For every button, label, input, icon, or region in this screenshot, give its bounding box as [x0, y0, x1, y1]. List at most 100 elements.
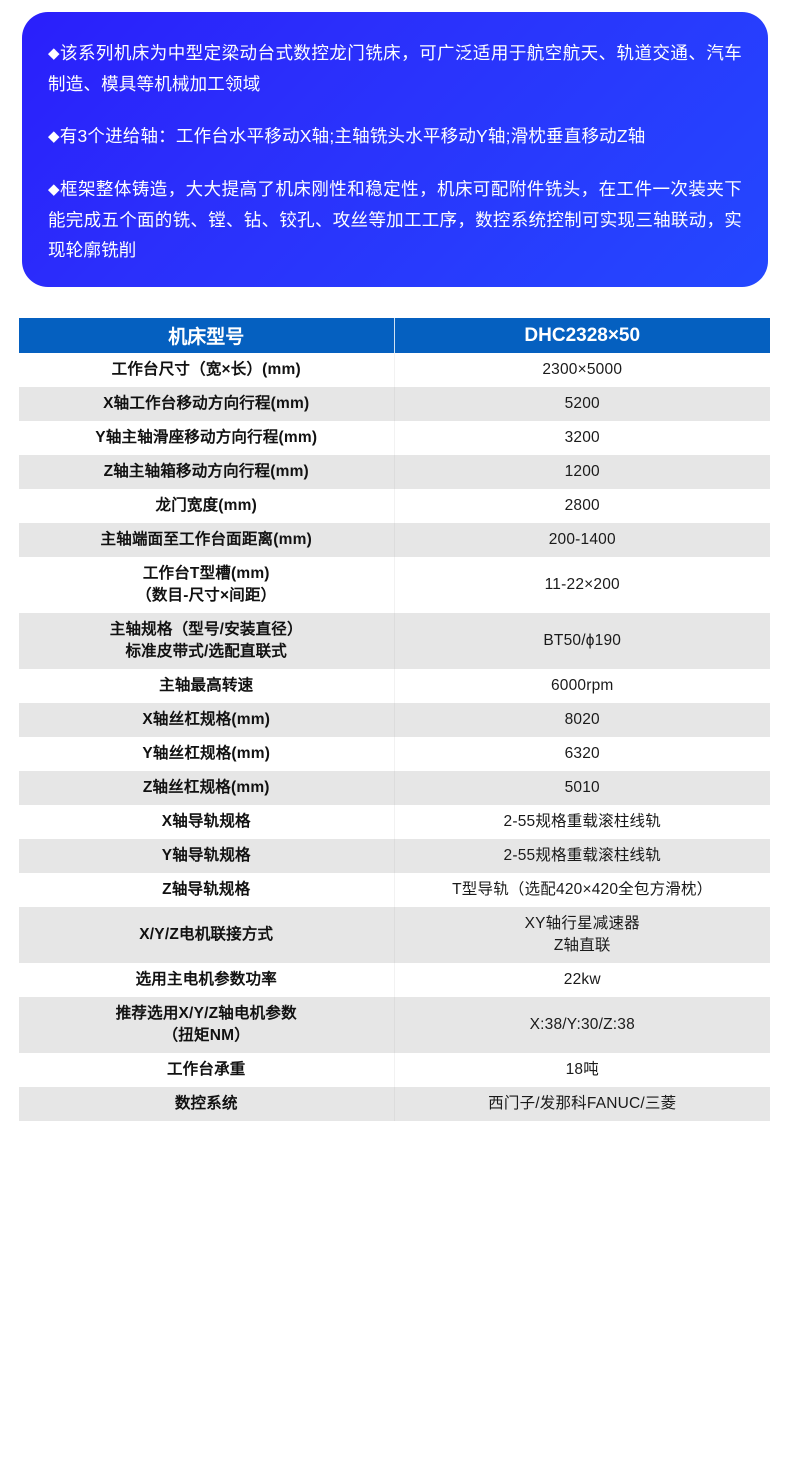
spec-row-value-cell: 西门子/发那科FANUC/三菱	[394, 1087, 770, 1121]
spec-row-label-line: 工作台承重	[166, 1061, 246, 1078]
intro-paragraph: ◆该系列机床为中型定梁动台式数控龙门铣床，可广泛适用于航空航天、轨道交通、汽车制…	[48, 38, 742, 99]
spec-row-value-cell: 8020	[394, 703, 770, 737]
spec-row-value-line: 18吨	[565, 1061, 599, 1078]
spec-table-row: 龙门宽度(mm) 2800	[19, 489, 770, 523]
spec-table-row: 数控系统 西门子/发那科FANUC/三菱	[19, 1087, 770, 1121]
intro-paragraph: ◆有3个进给轴：工作台水平移动X轴;主轴铣头水平移动Y轴;滑枕垂直移动Z轴	[48, 121, 742, 152]
spec-row-value-cell: 6000rpm	[394, 669, 770, 703]
spec-row-label-line: 推荐选用X/Y/Z轴电机参数	[115, 1005, 297, 1022]
spec-row-label-line: Y轴主轴滑座移动方向行程(mm)	[95, 429, 318, 446]
spec-row-label-cell: Z轴主轴箱移动方向行程(mm)	[19, 455, 395, 489]
product-intro-card: ◆该系列机床为中型定梁动台式数控龙门铣床，可广泛适用于航空航天、轨道交通、汽车制…	[22, 12, 768, 287]
spec-row-value-line: 5010	[564, 779, 600, 796]
spec-row-value-cell: X:38/Y:30/Z:38	[394, 997, 770, 1053]
spec-row-label-line: X轴导轨规格	[161, 813, 251, 830]
spec-row-value-line: 5200	[564, 395, 600, 412]
spec-table-row: Y轴丝杠规格(mm) 6320	[19, 737, 770, 771]
intro-paragraph-text: 该系列机床为中型定梁动台式数控龙门铣床，可广泛适用于航空航天、轨道交通、汽车制造…	[48, 43, 742, 94]
spec-row-label-cell: 主轴最高转速	[19, 669, 395, 703]
spec-row-label-cell: 工作台尺寸（宽×长）(mm)	[19, 353, 395, 387]
spec-row-value-line: XY轴行星减速器	[524, 915, 640, 932]
spec-row-value-line: X:38/Y:30/Z:38	[529, 1016, 635, 1033]
diamond-bullet-icon: ◆	[48, 45, 60, 62]
spec-row-value-line: 6320	[564, 745, 600, 762]
intro-paragraph-text: 框架整体铸造，大大提高了机床刚性和稳定性，机床可配附件铣头，在工件一次装夹下能完…	[48, 179, 742, 260]
spec-row-value-cell: 11-22×200	[394, 557, 770, 613]
spec-table-row: Z轴丝杠规格(mm) 5010	[19, 771, 770, 805]
spec-row-value-cell: 1200	[394, 455, 770, 489]
spec-table-row: X/Y/Z电机联接方式 XY轴行星减速器 Z轴直联	[19, 907, 770, 963]
spec-table-head: 机床型号 DHC2328×50	[19, 318, 770, 353]
spec-row-label-cell: 数控系统	[19, 1087, 395, 1121]
spec-row-value-cell: 2-55规格重载滚柱线轨	[394, 839, 770, 873]
spec-row-label-cell: X轴工作台移动方向行程(mm)	[19, 387, 395, 421]
spec-row-label-cell: 工作台T型槽(mm) （数目-尺寸×间距）	[19, 557, 395, 613]
spec-row-label-cell: 主轴端面至工作台面距离(mm)	[19, 523, 395, 557]
spec-table-row: 工作台T型槽(mm) （数目-尺寸×间距） 11-22×200	[19, 557, 770, 613]
spec-row-label-cell: 选用主电机参数功率	[19, 963, 395, 997]
spec-table-row: 工作台承重 18吨	[19, 1053, 770, 1087]
spec-row-value-line: 2-55规格重载滚柱线轨	[503, 847, 661, 864]
machine-spec-table: 机床型号 DHC2328×50 工作台尺寸（宽×长）(mm) 2300×5000 X…	[19, 318, 770, 1121]
spec-row-label-line: （扭矩NM）	[162, 1027, 250, 1044]
spec-row-label-line: Y轴丝杠规格(mm)	[142, 745, 271, 762]
spec-table-row: 工作台尺寸（宽×长）(mm) 2300×5000	[19, 353, 770, 387]
spec-row-value-cell: 200-1400	[394, 523, 770, 557]
spec-row-value-cell: 5200	[394, 387, 770, 421]
spec-row-value-line: 200-1400	[548, 531, 616, 548]
spec-row-value-line: 6000rpm	[550, 677, 614, 694]
spec-row-value-cell: 2300×5000	[394, 353, 770, 387]
spec-row-label-cell: 龙门宽度(mm)	[19, 489, 395, 523]
spec-table-header-row: 机床型号 DHC2328×50	[19, 318, 770, 353]
spec-table-row: 推荐选用X/Y/Z轴电机参数 （扭矩NM） X:38/Y:30/Z:38	[19, 997, 770, 1053]
spec-row-label-line: 数控系统	[174, 1095, 238, 1112]
spec-row-value-line: 2800	[564, 497, 600, 514]
spec-row-label-line: （数目-尺寸×间距）	[136, 587, 277, 604]
spec-row-value-cell: 5010	[394, 771, 770, 805]
spec-row-value-line: BT50/ϕ190	[543, 632, 622, 649]
spec-table-row: Z轴主轴箱移动方向行程(mm) 1200	[19, 455, 770, 489]
spec-row-label-line: 标准皮带式/选配直联式	[125, 643, 287, 660]
diamond-bullet-icon: ◆	[48, 181, 60, 198]
spec-row-label-cell: 推荐选用X/Y/Z轴电机参数 （扭矩NM）	[19, 997, 395, 1053]
spec-table-body: 工作台尺寸（宽×长）(mm) 2300×5000 X轴工作台移动方向行程(mm) 52…	[19, 353, 770, 1121]
spec-row-label-line: 龙门宽度(mm)	[155, 497, 257, 514]
spec-row-label-cell: Y轴主轴滑座移动方向行程(mm)	[19, 421, 395, 455]
spec-row-label-line: 主轴最高转速	[159, 677, 254, 694]
spec-row-value-cell: 2-55规格重载滚柱线轨	[394, 805, 770, 839]
spec-table-row: Z轴导轨规格 T型导轨（选配420×420全包方滑枕）	[19, 873, 770, 907]
spec-table-row: X轴导轨规格 2-55规格重载滚柱线轨	[19, 805, 770, 839]
spec-table-row: 主轴规格（型号/安装直径） 标准皮带式/选配直联式 BT50/ϕ190	[19, 613, 770, 669]
spec-row-label-cell: Z轴导轨规格	[19, 873, 395, 907]
spec-header-model-value: DHC2328×50	[394, 318, 770, 353]
spec-row-value-line: 22kw	[563, 971, 601, 988]
spec-row-value-line: 11-22×200	[544, 576, 620, 593]
spec-row-label-line: X/Y/Z电机联接方式	[139, 926, 274, 943]
spec-table-row: 主轴最高转速 6000rpm	[19, 669, 770, 703]
spec-row-value-line: 西门子/发那科FANUC/三菱	[488, 1095, 677, 1112]
spec-row-value-cell: 6320	[394, 737, 770, 771]
spec-row-label-line: Z轴丝杠规格(mm)	[142, 779, 270, 796]
spec-row-label-cell: X轴丝杠规格(mm)	[19, 703, 395, 737]
spec-row-label-line: Z轴导轨规格	[162, 881, 251, 898]
spec-row-label-line: 工作台尺寸（宽×长）(mm)	[111, 361, 301, 378]
spec-row-label-cell: 工作台承重	[19, 1053, 395, 1087]
spec-row-label-line: Y轴导轨规格	[161, 847, 251, 864]
spec-row-value-cell: XY轴行星减速器 Z轴直联	[394, 907, 770, 963]
spec-row-value-line: 3200	[564, 429, 600, 446]
spec-row-label-line: 选用主电机参数功率	[135, 971, 277, 988]
spec-row-value-line: 2300×5000	[542, 361, 623, 378]
spec-row-value-cell: 18吨	[394, 1053, 770, 1087]
spec-row-label-line: 主轴端面至工作台面距离(mm)	[100, 531, 312, 548]
spec-row-value-line: 8020	[564, 711, 600, 728]
spec-row-label-cell: Z轴丝杠规格(mm)	[19, 771, 395, 805]
spec-row-value-line: 1200	[564, 463, 600, 480]
spec-row-value-cell: 3200	[394, 421, 770, 455]
spec-row-value-cell: 22kw	[394, 963, 770, 997]
spec-table-row: Y轴导轨规格 2-55规格重载滚柱线轨	[19, 839, 770, 873]
spec-table-row: 选用主电机参数功率 22kw	[19, 963, 770, 997]
spec-row-value-cell: T型导轨（选配420×420全包方滑枕）	[394, 873, 770, 907]
intro-paragraph-text: 有3个进给轴：工作台水平移动X轴;主轴铣头水平移动Y轴;滑枕垂直移动Z轴	[59, 126, 646, 146]
spec-header-model-label: 机床型号	[19, 318, 395, 353]
spec-row-label-line: X轴丝杠规格(mm)	[142, 711, 271, 728]
